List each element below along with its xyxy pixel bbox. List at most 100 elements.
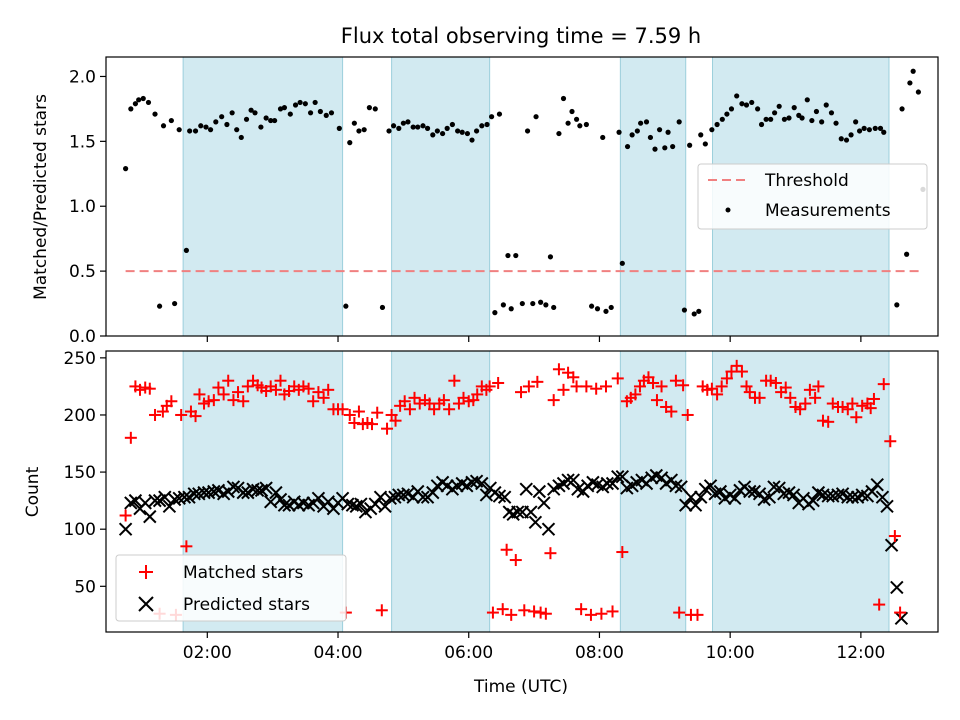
matched-star-point (725, 365, 738, 378)
bottom-y-tick-label: 200 (64, 406, 96, 426)
measurement-point (307, 110, 314, 116)
measurement-point (629, 132, 635, 138)
measurement-point (219, 114, 225, 120)
predicted-star-point (537, 496, 551, 510)
measurement-point (524, 128, 531, 134)
measurement-point (172, 300, 178, 307)
measurement-point (277, 106, 284, 112)
matched-star-point (764, 374, 777, 387)
measurement-point (670, 143, 676, 150)
matched-star-point (769, 376, 782, 389)
measurement-point (861, 125, 867, 131)
measurement-point (676, 119, 682, 125)
predicted-star-point (532, 484, 547, 499)
measurement-point (866, 127, 872, 133)
matched-star-point (515, 386, 528, 399)
measurement-point (430, 132, 436, 138)
matched-star-point (322, 383, 335, 396)
measurement-point (638, 120, 644, 126)
measurement-point (469, 137, 475, 143)
measurement-point (776, 103, 782, 109)
legend-measurements-swatch (725, 207, 731, 213)
measurement-point (719, 116, 725, 122)
bottom-axes-frame (105, 350, 939, 633)
observing-window-1 (391, 56, 491, 337)
predicted-star-point (273, 492, 288, 507)
measurement-point (415, 124, 421, 130)
matched-star-point (677, 379, 690, 392)
measurement-point (823, 102, 829, 108)
measurement-point (361, 127, 367, 133)
measurement-point (400, 120, 406, 126)
matched-star-point (606, 605, 619, 618)
matched-star-point (348, 416, 361, 429)
predicted-star-point (128, 493, 143, 508)
measurement-point (323, 112, 329, 118)
measurement-point (351, 120, 357, 126)
measurement-point (203, 124, 209, 130)
matched-star-point (143, 382, 156, 395)
matched-star-point (297, 380, 310, 393)
measurement-point (272, 117, 278, 124)
matched-star-point (552, 363, 565, 376)
matched-star-point (655, 380, 668, 393)
measurement-point (768, 116, 774, 122)
measurement-point (662, 145, 668, 151)
measurement-point (187, 128, 193, 134)
observing-window-0 (182, 56, 344, 337)
measurement-point (833, 120, 839, 126)
x-tick-label: 10:00 (706, 643, 755, 663)
top-panel: 0.00.51.01.52.0 Matched/Predicted stars … (31, 56, 939, 347)
measurement-point (904, 251, 910, 257)
x-tick-label: 06:00 (444, 643, 493, 663)
measurement-point (772, 110, 778, 116)
measurement-point (343, 303, 349, 309)
matched-star-point (720, 372, 733, 385)
predicted-star-point (201, 485, 216, 500)
measurement-point (838, 136, 844, 142)
predicted-star-point (743, 484, 757, 499)
measurement-point (258, 124, 264, 130)
measurement-point (691, 311, 697, 317)
predicted-star-point (162, 499, 177, 514)
matched-star-point (850, 411, 863, 424)
matched-star-point (544, 547, 557, 560)
measurement-points (123, 68, 926, 317)
measurement-point (634, 128, 640, 134)
predicted-star-point (497, 490, 512, 504)
matched-star-point (611, 372, 624, 385)
measurement-point (786, 115, 792, 121)
matched-star-point (437, 394, 450, 407)
matched-star-point (217, 388, 230, 401)
bottom-legend: Matched stars Predicted stars (115, 554, 347, 622)
measurement-point (573, 116, 580, 122)
matched-star-point (595, 607, 608, 620)
measurement-point (600, 134, 606, 141)
predicted-star-point (250, 483, 265, 498)
measurement-point (513, 252, 519, 259)
measurement-point (484, 121, 490, 128)
predicted-star-point (541, 522, 556, 536)
measurement-point (500, 302, 506, 308)
matched-star-point (547, 394, 560, 407)
bottom-y-tick-label: 100 (64, 520, 96, 540)
matched-star-point (803, 383, 816, 396)
predicted-star-point (611, 469, 625, 484)
matched-star-point (580, 380, 593, 393)
measurement-point (420, 123, 426, 129)
matched-star-point (779, 381, 792, 394)
top-y-tick-label: 2.0 (69, 67, 96, 87)
matched-star-point (599, 380, 612, 393)
predicted-star-point (767, 480, 781, 494)
legend-measurements-label: Measurements (765, 201, 891, 221)
matched-star-point (616, 546, 629, 559)
measurement-point (881, 129, 887, 135)
matched-star-point (381, 422, 394, 435)
measurement-point (505, 252, 511, 259)
matched-star-point (389, 414, 402, 427)
measurement-point (396, 125, 402, 131)
predicted-star-point (479, 488, 494, 502)
predicted-star-point (688, 498, 703, 512)
measurement-point (543, 302, 549, 308)
measurement-point (728, 106, 735, 112)
